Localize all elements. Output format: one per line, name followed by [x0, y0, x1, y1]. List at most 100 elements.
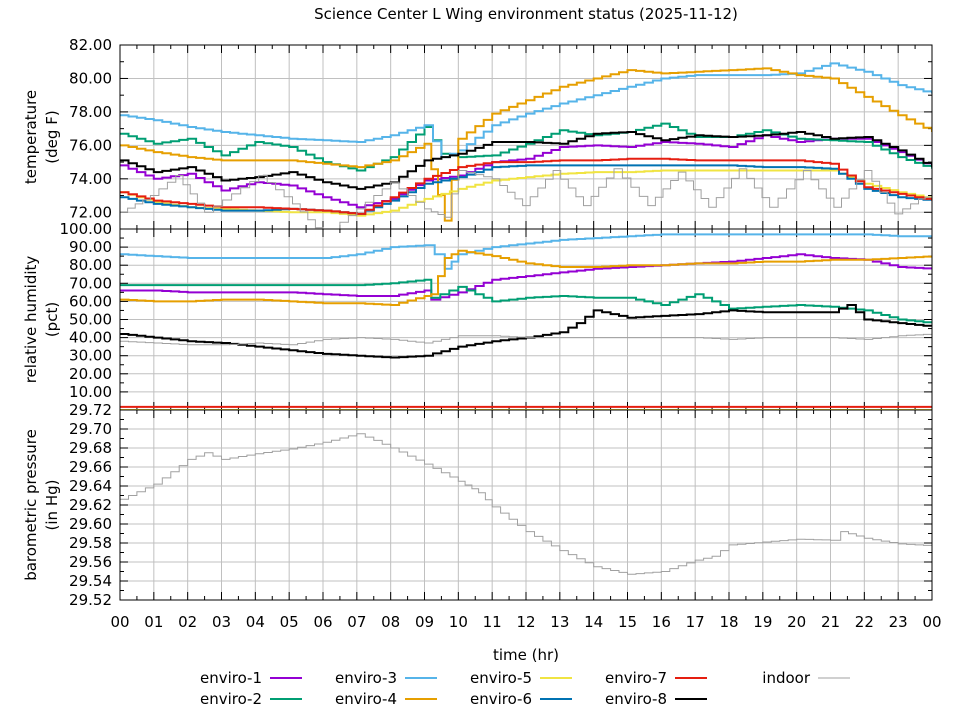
x-tick-label: 11 [483, 613, 502, 631]
legend-item-enviro-3: enviro-3 [335, 669, 437, 687]
x-tick-label: 17 [686, 613, 705, 631]
series-indoor-relative [120, 333, 932, 346]
y-tick-label: 90.00 [69, 238, 112, 256]
legend-item-enviro-6: enviro-6 [470, 690, 572, 708]
legend-item-indoor: indoor [762, 669, 850, 687]
legend-label: enviro-2 [200, 690, 262, 708]
x-tick-label: 06 [313, 613, 332, 631]
x-tick-label: 00 [110, 613, 129, 631]
y-tick-label: 29.58 [69, 534, 112, 552]
x-tick-label: 21 [821, 613, 840, 631]
series-indoor-barometric [120, 433, 932, 575]
series-enviro-3-relative [120, 233, 932, 270]
legend-label: enviro-3 [335, 669, 397, 687]
series-group [120, 233, 932, 410]
x-tick-label: 02 [178, 613, 197, 631]
y-tick-label: 70.00 [69, 274, 112, 292]
y-axis-unit: (deg F) [43, 110, 61, 163]
series-enviro-8-temperature [120, 131, 932, 190]
x-tick-label: 10 [449, 613, 468, 631]
panel-relative-humidity: 10.0020.0030.0040.0050.0060.0070.0080.00… [22, 220, 933, 411]
legend-label: enviro-5 [470, 669, 532, 687]
y-axis-label: temperature [22, 90, 40, 184]
legend-label: indoor [762, 669, 811, 687]
y-tick-label: 10.00 [69, 383, 112, 401]
x-tick-label: 08 [381, 613, 400, 631]
x-tick-label: 03 [212, 613, 231, 631]
y-tick-label: 80.00 [69, 69, 112, 87]
chart-title: Science Center L Wing environment status… [314, 5, 738, 23]
panel-barometric-pressure: 29.5229.5429.5629.5829.6029.6229.6429.66… [22, 401, 933, 609]
series-enviro-4-temperature [120, 67, 932, 222]
y-tick-label: 82.00 [69, 36, 112, 54]
x-axis-label: time (hr) [493, 646, 559, 664]
y-tick-label: 29.62 [69, 496, 112, 514]
x-tick-label: 09 [415, 613, 434, 631]
legend-label: enviro-7 [605, 669, 667, 687]
x-tick-label: 22 [855, 613, 874, 631]
y-tick-label: 20.00 [69, 365, 112, 383]
x-tick-label: 05 [280, 613, 299, 631]
y-tick-label: 72.00 [69, 203, 112, 221]
series-group [120, 433, 932, 575]
y-tick-label: 29.72 [69, 401, 112, 419]
y-tick-label: 29.70 [69, 420, 112, 438]
series-enviro-8-relative [120, 304, 932, 359]
legend-item-enviro-2: enviro-2 [200, 690, 302, 708]
y-tick-label: 29.66 [69, 458, 112, 476]
y-tick-label: 29.54 [69, 572, 112, 590]
x-tick-label: 13 [550, 613, 569, 631]
series-enviro-3-temperature [120, 62, 932, 159]
series-enviro-2-temperature [120, 122, 932, 172]
panel-temperature: 72.00 74.00 76.00 78.00 80.00 82.00 temperatur… [22, 36, 933, 230]
plot-frame [119, 409, 933, 601]
series-enviro-5-temperature [120, 169, 932, 217]
y-tick-label: 29.64 [69, 477, 112, 495]
legend-item-enviro-7: enviro-7 [605, 669, 707, 687]
x-tick-label: 12 [516, 613, 535, 631]
y-axis-label: relative humidity [22, 256, 40, 384]
y-tick-label: 78.00 [69, 103, 112, 121]
legend-item-enviro-1: enviro-1 [200, 669, 302, 687]
y-tick-label: 100.00 [60, 220, 113, 238]
x-tick-label: 15 [618, 613, 637, 631]
y-axis-unit: (in Hg) [43, 480, 61, 531]
x-tick-label: 00 [922, 613, 941, 631]
legend: enviro-1 enviro-2 enviro-3 enviro-4 enviro-5… [200, 669, 850, 708]
y-tick-label: 29.56 [69, 553, 112, 571]
x-tick-label: 23 [889, 613, 908, 631]
series-enviro-1-temperature [120, 134, 932, 209]
x-tick-label: 16 [652, 613, 671, 631]
y-axis-label: barometric pressure [22, 429, 40, 581]
y-tick-label: 40.00 [69, 329, 112, 347]
x-tick-label: 19 [753, 613, 772, 631]
y-tick-label: 60.00 [69, 292, 112, 310]
legend-label: enviro-4 [335, 690, 397, 708]
legend-item-enviro-8: enviro-8 [605, 690, 707, 708]
y-tick-label: 74.00 [69, 170, 112, 188]
y-tick-label: 80.00 [69, 256, 112, 274]
y-tick-label: 29.52 [69, 591, 112, 609]
series-enviro-1-relative [120, 253, 932, 301]
series-enviro-7-temperature [120, 157, 932, 215]
x-tick-label: 07 [347, 613, 366, 631]
series-enviro-4-relative [120, 249, 932, 306]
y-tick-label: 50.00 [69, 311, 112, 329]
series-indoor-temperature [120, 168, 932, 229]
legend-item-enviro-4: enviro-4 [335, 690, 437, 708]
legend-item-enviro-5: enviro-5 [470, 669, 572, 687]
legend-label: enviro-1 [200, 669, 262, 687]
legend-label: enviro-8 [605, 690, 667, 708]
x-tick-label: 18 [719, 613, 738, 631]
x-tick-label: 20 [787, 613, 806, 631]
y-tick-label: 29.60 [69, 515, 112, 533]
x-tick-label: 04 [246, 613, 265, 631]
y-tick-label: 76.00 [69, 136, 112, 154]
series-group [120, 62, 932, 229]
y-axis-unit: (pct) [43, 302, 61, 337]
y-tick-label: 30.00 [69, 347, 112, 365]
x-tick-label: 14 [584, 613, 603, 631]
y-tick-label: 29.68 [69, 439, 112, 457]
x-tick-label: 01 [144, 613, 163, 631]
